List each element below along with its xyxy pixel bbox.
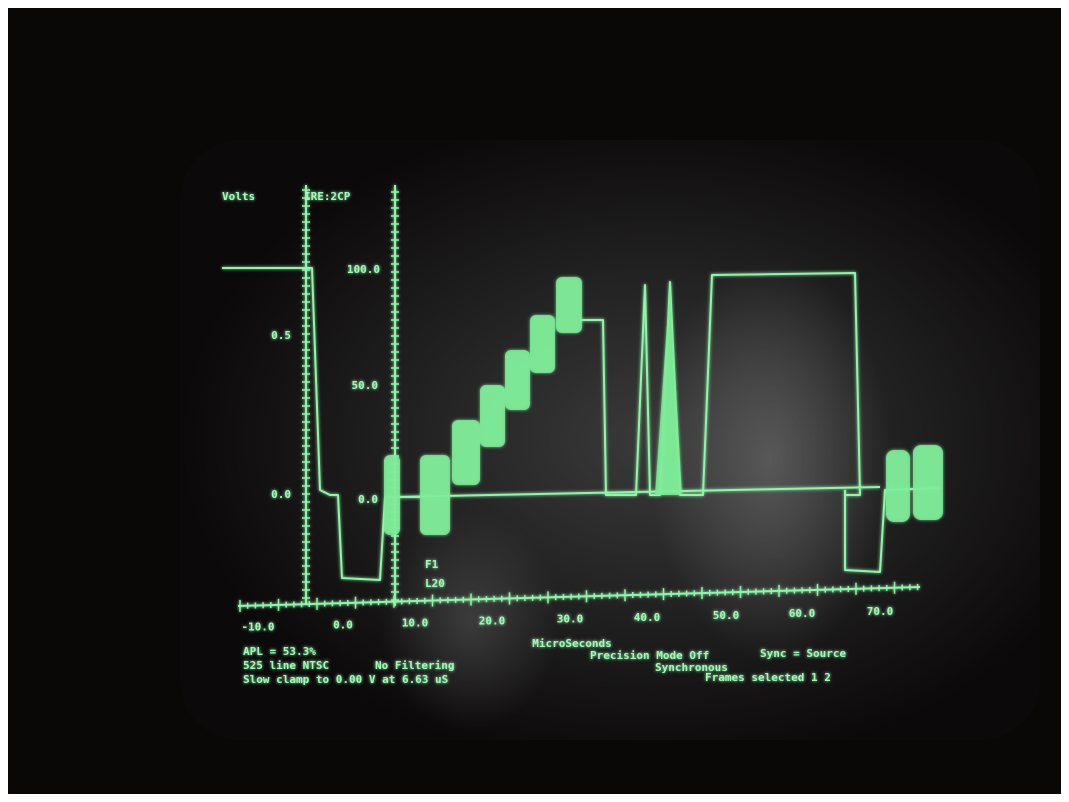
burst — [384, 455, 400, 535]
field: F1 — [425, 558, 439, 571]
status: 525 line NTSC — [243, 659, 329, 672]
reflection — [650, 260, 890, 660]
x-label: 60.0 — [789, 607, 816, 620]
axis-title: IRE:2CP — [304, 190, 351, 203]
step — [530, 315, 555, 373]
x-label: -10.0 — [241, 621, 274, 634]
burst — [913, 445, 943, 520]
step — [505, 350, 530, 410]
status: APL = 53.3% — [243, 645, 316, 658]
step — [556, 277, 582, 333]
ire-label: 0.0 — [358, 493, 378, 506]
x-label: 10.0 — [402, 617, 429, 630]
step — [452, 420, 480, 485]
page: {"axes": {"left_title": "Volts", "right_… — [0, 0, 1069, 802]
burst — [886, 450, 910, 522]
x-label: 50.0 — [713, 609, 740, 622]
line: L20 — [425, 577, 445, 590]
ire-label: 100.0 — [347, 263, 380, 276]
status: Frames selected 1 2 — [705, 671, 831, 684]
axis-title: Volts — [222, 190, 255, 203]
x-label: 40.0 — [634, 611, 661, 624]
photo: Volts IRE:2CP 0.5 0.0 100.0 50.0 0.0 F1 … — [0, 0, 1069, 802]
step — [480, 385, 505, 447]
x-label: 70.0 — [867, 605, 894, 618]
ire-label: 50.0 — [352, 379, 379, 392]
status: No Filtering — [375, 659, 454, 672]
volt-label: 0.5 — [271, 329, 291, 342]
volt-label: 0.0 — [271, 488, 291, 501]
status: Slow clamp to 0.00 V at 6.63 uS — [243, 673, 448, 686]
x-label: 0.0 — [333, 618, 353, 631]
x-label: 30.0 — [557, 613, 584, 626]
x-label: 20.0 — [479, 615, 506, 628]
step — [420, 455, 450, 535]
status: Sync = Source — [760, 647, 846, 660]
